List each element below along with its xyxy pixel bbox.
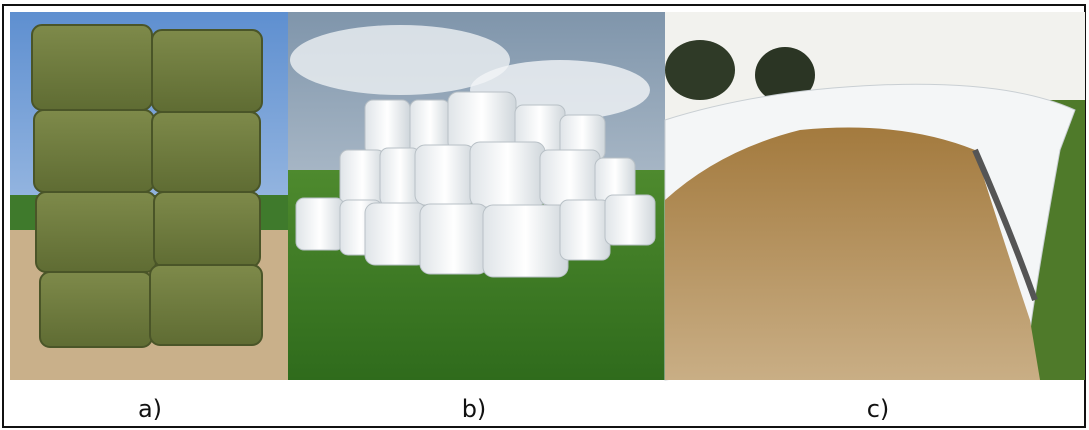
figure: a) b) c) [0,0,1089,430]
panel-label: c) [867,395,890,423]
photo-a [10,12,288,380]
page: a) b) c) (() => { const data = JSON.pars… [0,0,1089,430]
photo-c [665,12,1085,380]
panel-label: a) [138,395,162,423]
photo-b [288,12,665,380]
panel-label: b) [462,395,487,423]
